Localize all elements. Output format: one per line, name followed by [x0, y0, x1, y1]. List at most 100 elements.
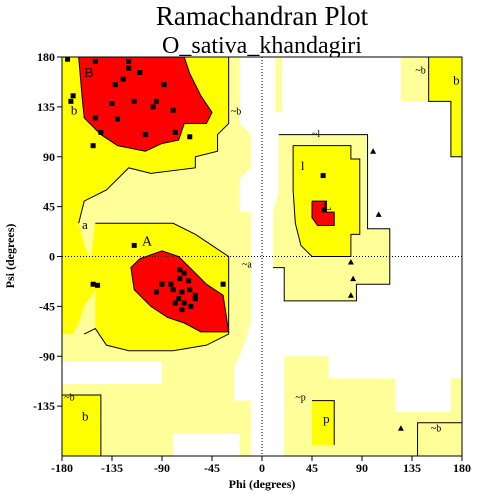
border-generous-l: [273, 134, 391, 302]
region-label: ~a: [242, 260, 252, 271]
residue-point: [176, 296, 182, 302]
generous-region-strip: [275, 57, 282, 113]
chart-subtitle: O_sativa_khandagiri: [162, 33, 362, 59]
residue-point: [172, 129, 178, 135]
residue-point: [131, 98, 137, 104]
residue-point: [192, 292, 198, 298]
residue-point: [92, 115, 98, 121]
disallowed-region-bottom: [173, 433, 240, 456]
region-label: b: [453, 73, 460, 88]
region-label: b: [71, 103, 78, 118]
residue-point: [177, 276, 183, 282]
residue-point: [137, 70, 143, 76]
x-tick-label: 0: [259, 461, 265, 475]
favoured-region-l: [312, 201, 335, 226]
x-tick-label: -90: [154, 461, 170, 475]
border-allowed-l: [292, 145, 361, 257]
residue-point: [90, 143, 96, 149]
residue-point: [161, 82, 167, 88]
axes: -180 -135 -90 -45 0 45 90 135 180 180 135 90 45 0 -45 -…: [33, 50, 471, 475]
border-p: [312, 400, 335, 445]
allowed-region-p: [312, 400, 335, 445]
data-points: [65, 56, 404, 431]
residue-point: [90, 281, 96, 287]
region-borders: [62, 56, 462, 456]
residue-point: [68, 98, 74, 104]
x-axis-label: Phi (degrees): [229, 477, 296, 491]
glycine-point: [350, 275, 357, 282]
residue-point: [142, 132, 148, 138]
y-tick-label: 45: [43, 200, 55, 214]
border-favoured-beta: [78, 56, 213, 152]
glycine-point: [347, 259, 354, 265]
residue-point: [181, 270, 187, 276]
region-label: ~b: [231, 107, 241, 118]
residue-point: [186, 278, 192, 284]
residue-point: [181, 300, 187, 306]
border-right-b: [428, 57, 462, 158]
region-labels: A Bb a ~b ~a ~l l L ~b b ~b b ~p p ~b: [64, 66, 459, 435]
region-label: L: [323, 199, 332, 214]
residue-point: [220, 281, 226, 287]
residue-point: [92, 58, 98, 64]
region-label: ~l: [312, 129, 320, 140]
x-tick-label: -135: [101, 461, 123, 475]
allowed-region-lower-b: [62, 395, 101, 456]
residue-point: [177, 267, 183, 273]
x-tick-label: -180: [51, 461, 73, 475]
region-label: a: [82, 217, 88, 232]
residue-point: [192, 296, 198, 302]
glycine-point: [397, 425, 404, 431]
residue-point: [115, 116, 121, 122]
residue-point: [109, 101, 115, 107]
region-label: b: [82, 409, 89, 424]
y-tick-label: 90: [43, 150, 55, 164]
region-label: ~b: [64, 393, 74, 404]
residue-point: [150, 104, 156, 110]
residue-point: [120, 76, 126, 82]
region-label: l: [301, 158, 305, 173]
region-label: B: [84, 66, 93, 81]
residue-point: [172, 300, 178, 306]
residue-point: [153, 98, 159, 104]
residue-point: [70, 93, 76, 99]
residue-point: [159, 281, 165, 287]
region-label: ~b: [415, 66, 425, 77]
border-lower-b: [62, 394, 102, 456]
residue-point: [126, 65, 132, 71]
x-tick-label: 135: [403, 461, 421, 475]
residue-point: [126, 58, 132, 64]
residue-point: [153, 289, 159, 295]
residue-point: [65, 56, 71, 62]
glycine-point: [347, 292, 354, 298]
allowed-region-right-b: [428, 57, 462, 157]
residue-point: [179, 307, 185, 313]
residue-point: [131, 242, 137, 248]
y-tick-label: -90: [39, 349, 55, 363]
y-tick-label: 180: [37, 50, 55, 64]
region-label: p: [323, 411, 330, 426]
generous-region-lower-right: [417, 422, 462, 456]
residue-point: [98, 129, 104, 135]
favoured-region-beta: [78, 57, 213, 152]
residue-point: [188, 303, 194, 309]
y-axis-label: Psi (degrees): [3, 224, 17, 289]
residue-point: [168, 281, 174, 287]
region-label: A: [142, 234, 153, 249]
x-tick-label: 180: [453, 461, 471, 475]
residue-point: [170, 287, 176, 293]
residue-point: [187, 287, 193, 293]
residue-point: [112, 82, 118, 88]
zero-lines: [62, 57, 462, 456]
border-favoured-alpha: [130, 250, 230, 333]
border-allowed-beta: [78, 57, 230, 224]
y-tick-label: 135: [37, 100, 55, 114]
residue-point: [320, 173, 326, 179]
residue-point: [95, 282, 101, 288]
border-allowed-alpha: [83, 222, 230, 352]
x-tick-label: 90: [356, 461, 368, 475]
chart-title: Ramachandran Plot: [156, 1, 369, 31]
glycine-point: [370, 148, 377, 154]
residue-point: [321, 207, 327, 213]
